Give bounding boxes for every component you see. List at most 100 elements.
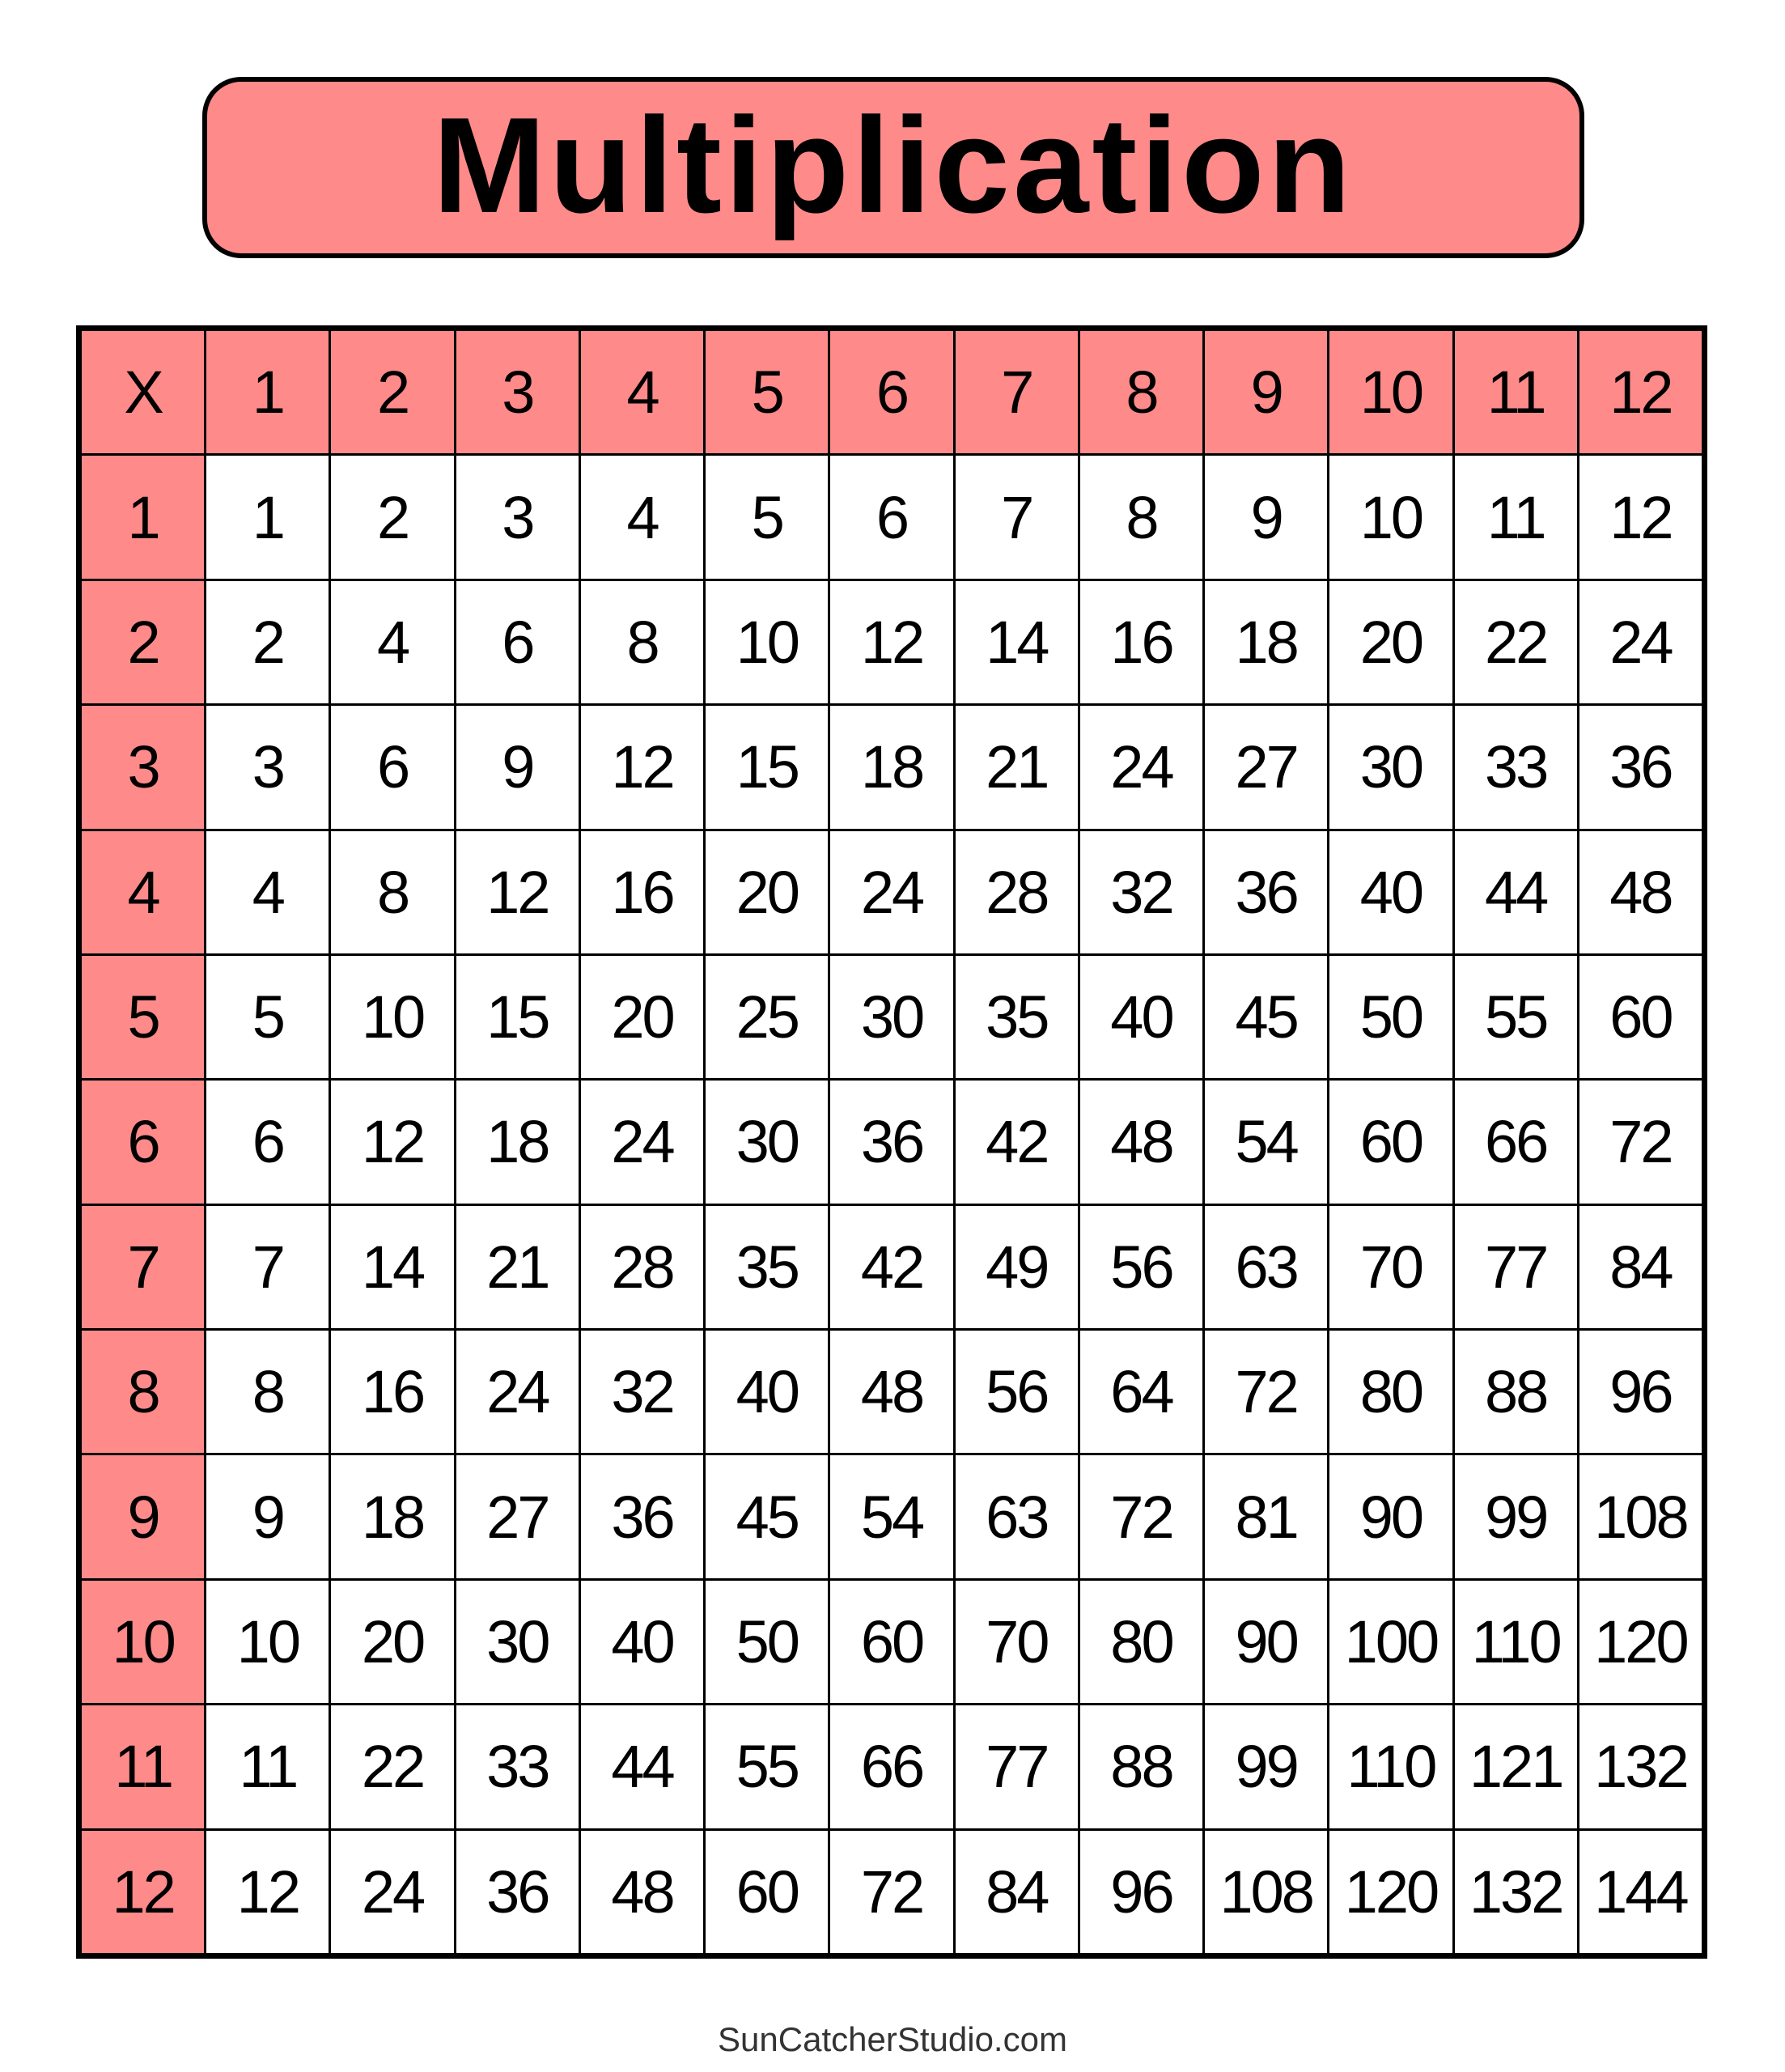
table-cell: 22 <box>331 1705 454 1828</box>
table-cell: 25 <box>706 955 829 1079</box>
column-header: 8 <box>1079 331 1203 454</box>
table-cell: 12 <box>1579 456 1702 579</box>
table-cell: 70 <box>1329 1205 1452 1329</box>
multiplication-table: X 1 2 3 4 5 6 7 8 9 10 11 12 1 1 2 3 4 5 6 7 8 9 10 11 12 2 2 4 6 8 10 1… <box>76 325 1707 1959</box>
row-header: 9 <box>82 1455 205 1578</box>
table-cell: 45 <box>1205 955 1328 1079</box>
table-cell: 5 <box>706 456 829 579</box>
table-cell: 66 <box>830 1705 953 1828</box>
row-header: 3 <box>82 706 205 829</box>
column-header: 7 <box>955 331 1078 454</box>
table-cell: 11 <box>1454 456 1577 579</box>
table-cell: 4 <box>580 456 704 579</box>
table-cell: 48 <box>830 1331 953 1454</box>
table-cell: 32 <box>1079 830 1203 953</box>
table-cell: 120 <box>1579 1580 1702 1704</box>
table-cell: 12 <box>331 1081 454 1204</box>
table-cell: 2 <box>206 580 329 704</box>
table-cell: 42 <box>830 1205 953 1329</box>
table-cell: 110 <box>1454 1580 1577 1704</box>
row-header: 7 <box>82 1205 205 1329</box>
table-cell: 24 <box>456 1331 579 1454</box>
table-cell: 84 <box>1579 1205 1702 1329</box>
table-cell: 6 <box>206 1081 329 1204</box>
table-cell: 30 <box>1329 706 1452 829</box>
table-cell: 24 <box>580 1081 704 1204</box>
table-cell: 36 <box>1205 830 1328 953</box>
table-cell: 9 <box>456 706 579 829</box>
table-cell: 44 <box>1454 830 1577 953</box>
table-cell: 60 <box>1579 955 1702 1079</box>
table-cell: 72 <box>830 1830 953 1953</box>
table-cell: 12 <box>206 1830 329 1953</box>
table-cell: 56 <box>1079 1205 1203 1329</box>
table-cell: 15 <box>456 955 579 1079</box>
table-cell: 80 <box>1079 1580 1203 1704</box>
row-header: 2 <box>82 580 205 704</box>
column-header: 10 <box>1329 331 1452 454</box>
table-cell: 66 <box>1454 1081 1577 1204</box>
table-cell: 18 <box>456 1081 579 1204</box>
table-cell: 63 <box>1205 1205 1328 1329</box>
column-header: 2 <box>331 331 454 454</box>
table-cell: 54 <box>830 1455 953 1578</box>
table-cell: 44 <box>580 1705 704 1828</box>
table-cell: 20 <box>1329 580 1452 704</box>
table-cell: 4 <box>331 580 454 704</box>
table-cell: 30 <box>706 1081 829 1204</box>
table-cell: 6 <box>830 456 953 579</box>
table-cell: 10 <box>1329 456 1452 579</box>
column-header: 5 <box>706 331 829 454</box>
table-cell: 22 <box>1454 580 1577 704</box>
table-cell: 32 <box>580 1331 704 1454</box>
row-header: 6 <box>82 1081 205 1204</box>
table-cell: 48 <box>580 1830 704 1953</box>
row-header: 12 <box>82 1830 205 1953</box>
column-header: 3 <box>456 331 579 454</box>
column-header: 12 <box>1579 331 1702 454</box>
column-header: 1 <box>206 331 329 454</box>
table-cell: 12 <box>580 706 704 829</box>
table-cell: 96 <box>1079 1830 1203 1953</box>
table-cell: 56 <box>955 1331 1078 1454</box>
table-cell: 10 <box>206 1580 329 1704</box>
table-cell: 99 <box>1454 1455 1577 1578</box>
table-cell: 54 <box>1205 1081 1328 1204</box>
row-header: 11 <box>82 1705 205 1828</box>
table-cell: 7 <box>206 1205 329 1329</box>
table-cell: 144 <box>1579 1830 1702 1953</box>
table-cell: 18 <box>830 706 953 829</box>
table-cell: 36 <box>456 1830 579 1953</box>
table-cell: 15 <box>706 706 829 829</box>
table-cell: 6 <box>331 706 454 829</box>
title-banner: Multiplication <box>202 77 1584 258</box>
table-cell: 7 <box>955 456 1078 579</box>
table-cell: 2 <box>331 456 454 579</box>
table-cell: 24 <box>331 1830 454 1953</box>
table-cell: 80 <box>1329 1331 1452 1454</box>
table-cell: 55 <box>1454 955 1577 1079</box>
table-cell: 35 <box>706 1205 829 1329</box>
table-cell: 121 <box>1454 1705 1577 1828</box>
table-cell: 20 <box>331 1580 454 1704</box>
table-cell: 70 <box>955 1580 1078 1704</box>
row-header: 8 <box>82 1331 205 1454</box>
table-cell: 36 <box>580 1455 704 1578</box>
table-cell: 88 <box>1454 1331 1577 1454</box>
table-cell: 108 <box>1205 1830 1328 1953</box>
table-cell: 55 <box>706 1705 829 1828</box>
footer-credit: SunCatcherStudio.com <box>718 2020 1067 2058</box>
table-cell: 33 <box>1454 706 1577 829</box>
row-header: 5 <box>82 955 205 1079</box>
table-cell: 96 <box>1579 1331 1702 1454</box>
table-cell: 10 <box>706 580 829 704</box>
table-cell: 9 <box>1205 456 1328 579</box>
table-cell: 3 <box>456 456 579 579</box>
table-cell: 24 <box>1079 706 1203 829</box>
table-cell: 48 <box>1079 1081 1203 1204</box>
table-cell: 11 <box>206 1705 329 1828</box>
column-header: 11 <box>1454 331 1577 454</box>
table-cell: 90 <box>1329 1455 1452 1578</box>
table-cell: 21 <box>955 706 1078 829</box>
table-cell: 35 <box>955 955 1078 1079</box>
